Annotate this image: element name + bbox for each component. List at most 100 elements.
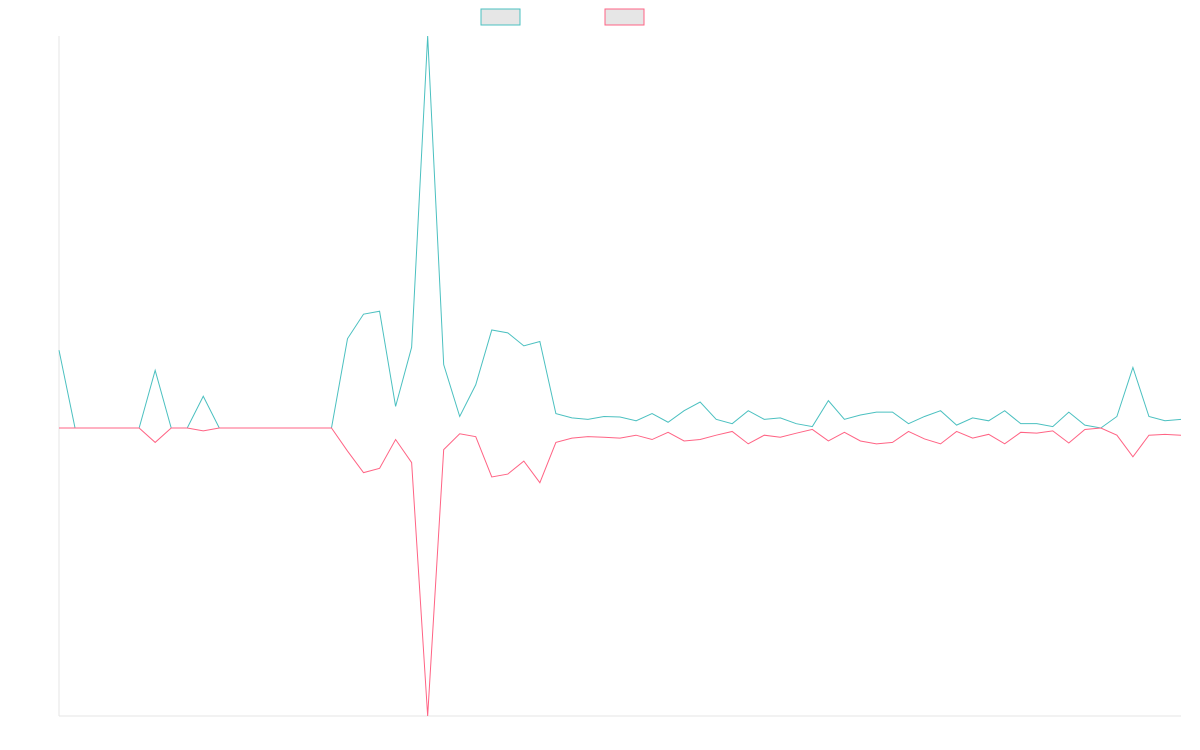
data-point-series-1[interactable] — [858, 413, 862, 417]
data-point-series-1[interactable] — [698, 400, 702, 404]
data-point-series-1[interactable] — [907, 422, 911, 426]
data-point-series-2[interactable] — [890, 440, 894, 444]
data-point-series-1[interactable] — [762, 417, 766, 421]
data-point-series-2[interactable] — [474, 435, 478, 439]
data-point-series-1[interactable] — [1115, 414, 1119, 418]
data-point-series-2[interactable] — [73, 426, 77, 430]
data-point-series-2[interactable] — [554, 440, 558, 444]
data-point-series-1[interactable] — [57, 348, 61, 352]
data-point-series-2[interactable] — [394, 438, 398, 442]
data-point-series-1[interactable] — [939, 409, 943, 413]
data-point-series-2[interactable] — [201, 429, 205, 433]
data-point-series-1[interactable] — [586, 417, 590, 421]
data-point-series-1[interactable] — [474, 383, 478, 387]
data-point-series-2[interactable] — [297, 426, 301, 430]
data-point-series-2[interactable] — [971, 436, 975, 440]
data-point-series-1[interactable] — [1147, 414, 1151, 418]
data-point-series-1[interactable] — [1003, 409, 1007, 413]
data-point-series-2[interactable] — [618, 436, 622, 440]
data-point-series-2[interactable] — [281, 426, 285, 430]
data-point-series-2[interactable] — [169, 426, 173, 430]
legend-swatch-series-1[interactable] — [480, 8, 521, 26]
data-point-series-1[interactable] — [1019, 422, 1023, 426]
data-point-series-1[interactable] — [634, 419, 638, 423]
data-point-series-2[interactable] — [874, 442, 878, 446]
data-point-series-1[interactable] — [746, 409, 750, 413]
data-point-series-1[interactable] — [394, 404, 398, 408]
data-point-series-2[interactable] — [1067, 441, 1071, 445]
data-point-series-2[interactable] — [121, 426, 125, 430]
data-point-series-1[interactable] — [778, 416, 782, 420]
data-point-series-2[interactable] — [762, 433, 766, 437]
data-point-series-1[interactable] — [826, 399, 830, 403]
data-point-series-2[interactable] — [329, 426, 333, 430]
data-point-series-1[interactable] — [602, 414, 606, 418]
data-point-series-1[interactable] — [554, 412, 558, 416]
data-point-series-2[interactable] — [426, 714, 430, 718]
data-point-series-1[interactable] — [201, 394, 205, 398]
data-point-series-1[interactable] — [1067, 410, 1071, 414]
data-point-series-2[interactable] — [714, 433, 718, 437]
data-point-series-2[interactable] — [842, 430, 846, 434]
data-point-series-2[interactable] — [634, 433, 638, 437]
data-point-series-2[interactable] — [955, 429, 959, 433]
data-point-series-2[interactable] — [602, 435, 606, 439]
data-point-series-1[interactable] — [1179, 417, 1183, 421]
data-point-series-1[interactable] — [458, 414, 462, 418]
data-point-series-1[interactable] — [410, 345, 414, 349]
data-point-series-1[interactable] — [570, 416, 574, 420]
data-point-series-2[interactable] — [137, 426, 141, 430]
data-point-series-2[interactable] — [570, 436, 574, 440]
data-point-series-1[interactable] — [538, 340, 542, 344]
data-point-series-2[interactable] — [265, 426, 269, 430]
data-point-series-2[interactable] — [506, 472, 510, 476]
data-point-series-1[interactable] — [682, 409, 686, 413]
data-point-series-2[interactable] — [746, 442, 750, 446]
data-point-series-1[interactable] — [618, 415, 622, 419]
data-point-series-1[interactable] — [666, 420, 670, 424]
data-point-series-2[interactable] — [217, 426, 221, 430]
data-point-series-2[interactable] — [442, 448, 446, 452]
data-point-series-2[interactable] — [650, 438, 654, 442]
data-point-series-1[interactable] — [506, 331, 510, 335]
data-point-series-1[interactable] — [714, 417, 718, 421]
data-point-series-1[interactable] — [378, 309, 382, 313]
data-point-series-2[interactable] — [682, 439, 686, 443]
data-point-series-1[interactable] — [955, 423, 959, 427]
data-point-series-2[interactable] — [907, 429, 911, 433]
data-point-series-1[interactable] — [1131, 365, 1135, 369]
data-point-series-2[interactable] — [939, 442, 943, 446]
data-point-series-1[interactable] — [923, 414, 927, 418]
data-point-series-1[interactable] — [842, 417, 846, 421]
data-point-series-1[interactable] — [987, 419, 991, 423]
data-point-series-2[interactable] — [249, 426, 253, 430]
data-point-series-1[interactable] — [153, 368, 157, 372]
data-point-series-2[interactable] — [1115, 433, 1119, 437]
data-point-series-1[interactable] — [522, 344, 526, 348]
data-point-series-2[interactable] — [826, 439, 830, 443]
data-point-series-2[interactable] — [57, 426, 61, 430]
legend[interactable] — [480, 8, 645, 26]
data-point-series-2[interactable] — [1179, 433, 1183, 437]
data-point-series-1[interactable] — [1163, 419, 1167, 423]
data-point-series-2[interactable] — [362, 471, 366, 475]
data-point-series-1[interactable] — [794, 422, 798, 426]
data-point-series-1[interactable] — [1083, 423, 1087, 427]
data-point-series-1[interactable] — [1051, 425, 1055, 429]
data-point-series-2[interactable] — [346, 449, 350, 453]
data-point-series-2[interactable] — [730, 429, 734, 433]
data-point-series-2[interactable] — [666, 430, 670, 434]
data-point-series-1[interactable] — [890, 410, 894, 414]
data-point-series-1[interactable] — [362, 312, 366, 316]
data-point-series-2[interactable] — [1131, 455, 1135, 459]
data-point-series-2[interactable] — [458, 432, 462, 436]
data-point-series-2[interactable] — [794, 431, 798, 435]
data-point-series-2[interactable] — [522, 459, 526, 463]
data-point-series-2[interactable] — [1003, 442, 1007, 446]
data-point-series-1[interactable] — [874, 410, 878, 414]
data-point-series-2[interactable] — [1083, 427, 1087, 431]
data-point-series-2[interactable] — [378, 466, 382, 470]
data-point-series-2[interactable] — [1019, 430, 1023, 434]
data-point-series-2[interactable] — [105, 426, 109, 430]
legend-swatch-series-2[interactable] — [604, 8, 645, 26]
